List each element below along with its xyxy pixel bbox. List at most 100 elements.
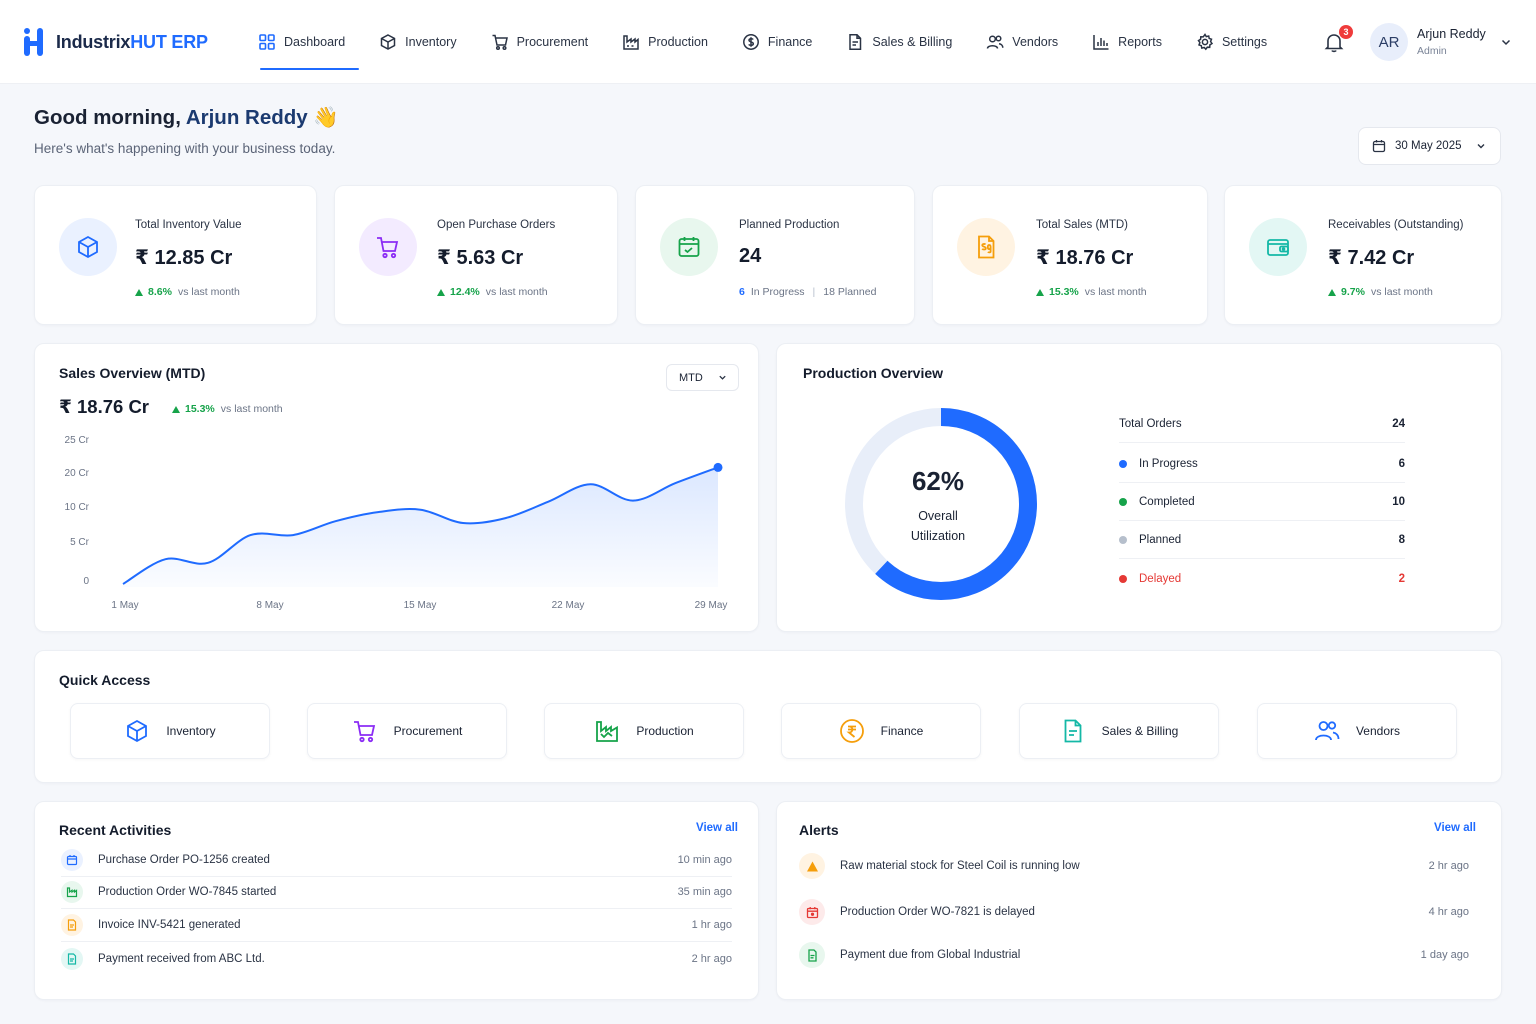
quick-access-production[interactable]: Production	[544, 703, 744, 759]
nav-reports[interactable]: Reports	[1092, 0, 1162, 84]
quick-access-card: Quick Access Inventory Procurement Produ…	[34, 650, 1502, 783]
nav-label: Sales & Billing	[872, 35, 953, 49]
alerts-title: Alerts	[799, 822, 839, 838]
kpi-card-purchase-orders[interactable]: Open Purchase Orders ₹ 5.63 Cr 12.4% vs l…	[334, 185, 618, 325]
quick-access-sales-billing[interactable]: Sales & Billing	[1019, 703, 1219, 759]
activity-row[interactable]: Invoice INV-5421 generated 1 hr ago	[61, 909, 732, 942]
period-value: MTD	[679, 371, 703, 384]
cube-icon	[127, 719, 148, 743]
chart-end-point	[713, 462, 723, 472]
activity-text: Payment received from ABC Ltd.	[98, 952, 265, 965]
nav-inventory[interactable]: Inventory	[379, 0, 457, 84]
date-value: 30 May 2025	[1395, 140, 1462, 152]
alert-row[interactable]: Payment due from Global Industrial 1 day…	[799, 942, 1469, 968]
alert-row[interactable]: Raw material stock for Steel Coil is run…	[799, 853, 1469, 879]
kpi-card-inventory[interactable]: Total Inventory Value ₹ 12.85 Cr 8.6% vs …	[34, 185, 317, 325]
production-row-planned: Planned 8	[1119, 521, 1405, 559]
chart-point	[461, 521, 465, 525]
activity-row[interactable]: Production Order WO-7845 started 35 min …	[61, 876, 732, 909]
activity-row[interactable]: Purchase Order PO-1256 created 10 min ag…	[61, 844, 732, 877]
kpi-change-suffix: vs last month	[177, 286, 240, 298]
chevron-down-icon	[719, 375, 726, 380]
utilization-label-line1: Overall	[918, 509, 958, 523]
avatar[interactable]: AR	[1370, 23, 1408, 61]
chart-point	[334, 519, 338, 523]
nav-label: Production	[648, 35, 708, 49]
top-navbar: IndustrixHUT ERP Dashboard Inventory Pro…	[0, 0, 1536, 84]
quick-access-finance[interactable]: Finance	[781, 703, 981, 759]
activity-row[interactable]: Payment received from ABC Ltd. 2 hr ago	[61, 942, 732, 975]
nav-sales-billing[interactable]: Sales & Billing	[846, 0, 952, 84]
planned-label: 18 Planned	[823, 286, 877, 298]
status-dot	[1119, 497, 1127, 506]
alerts-view-all-link[interactable]: View all	[1434, 822, 1476, 834]
calendar-icon	[1372, 140, 1386, 153]
nav-label: Inventory	[405, 35, 457, 49]
dashboard-icon	[259, 34, 275, 50]
quick-access-label: Procurement	[393, 724, 463, 738]
app-logo[interactable]: IndustrixHUT ERP	[24, 28, 208, 56]
sales-change: 15.3% vs last month	[172, 403, 283, 415]
kpi-card-total-sales[interactable]: Total Sales (MTD) ₹ 18.76 Cr 15.3% vs las…	[932, 185, 1208, 325]
calendar-check-icon	[678, 237, 700, 257]
period-select[interactable]: MTD	[666, 364, 739, 391]
alert-icon-bg	[799, 942, 825, 968]
activity-text: Purchase Order PO-1256 created	[98, 854, 270, 866]
quick-access-procurement[interactable]: Procurement	[307, 703, 507, 759]
nav-vendors[interactable]: Vendors	[986, 0, 1058, 84]
document-icon	[67, 952, 77, 965]
nav-settings[interactable]: Settings	[1196, 0, 1267, 84]
activity-icon-bg	[61, 914, 83, 936]
sales-change-value: 15.3%	[185, 403, 215, 415]
status-dot	[1119, 575, 1127, 583]
kpi-change-suffix: vs last month	[1084, 286, 1147, 298]
up-arrow-icon	[135, 288, 143, 296]
chart-point	[504, 516, 508, 520]
date-picker[interactable]: 30 May 2025	[1358, 127, 1501, 165]
page-title: Good morning, Arjun Reddy 👋	[34, 106, 339, 130]
nav-procurement[interactable]: Procurement	[491, 0, 588, 84]
in-progress-count: 6	[739, 286, 745, 298]
nav-production[interactable]: Production	[622, 0, 708, 84]
quick-access-vendors[interactable]: Vendors	[1257, 703, 1457, 759]
recent-activities-view-all-link[interactable]: View all	[696, 822, 738, 834]
document-icon	[67, 919, 77, 931]
kpi-label: Open Purchase Orders	[437, 219, 556, 231]
quick-access-label: Sales & Billing	[1101, 724, 1179, 738]
user-name[interactable]: Arjun Reddy	[1417, 27, 1486, 41]
alert-row[interactable]: Production Order WO-7821 is delayed 4 hr…	[799, 899, 1469, 925]
production-row-value: 2	[1398, 573, 1405, 585]
bar-chart-icon	[1093, 35, 1109, 50]
nav-dashboard[interactable]: Dashboard	[258, 0, 360, 84]
chart-point	[249, 533, 253, 537]
kpi-card-receivables[interactable]: Receivables (Outstanding) ₹ 7.42 Cr 9.7%…	[1224, 185, 1502, 325]
bell-icon[interactable]	[1322, 30, 1346, 54]
activity-icon-bg	[61, 881, 83, 903]
invoice-icon	[849, 34, 862, 50]
production-row-value: 10	[1392, 495, 1405, 508]
greeting-name: Arjun Reddy	[185, 106, 308, 129]
quick-access-inventory[interactable]: Inventory	[70, 703, 270, 759]
alert-text: Production Order WO-7821 is delayed	[840, 906, 1035, 918]
quick-access-label: Vendors	[1355, 724, 1401, 738]
status-dot	[1119, 535, 1127, 544]
kpi-change-suffix: vs last month	[485, 286, 548, 298]
chevron-down-icon[interactable]	[1500, 36, 1512, 48]
activity-icon-bg	[61, 947, 83, 970]
factory-icon	[623, 35, 639, 50]
kpi-value: ₹ 12.85 Cr	[135, 247, 233, 269]
y-tick-label: 25 Cr	[65, 435, 90, 446]
cart-icon	[353, 721, 375, 743]
chart-point	[631, 499, 635, 503]
production-row-delayed: Delayed 2	[1119, 560, 1405, 598]
main-nav: Dashboard Inventory Procurement Producti…	[258, 0, 1301, 84]
nav-finance[interactable]: Finance	[742, 0, 812, 84]
kpi-change-value: 12.4%	[450, 286, 480, 298]
kpi-card-planned-production[interactable]: Planned Production 24 6 In Progress | 18 Pl…	[635, 185, 915, 325]
chart-point	[376, 510, 380, 514]
activity-time: 2 hr ago	[691, 952, 732, 965]
kpi-change: 9.7% vs last month	[1328, 286, 1433, 298]
kpi-value: ₹ 18.76 Cr	[1036, 247, 1134, 269]
kpi-value: ₹ 7.42 Cr	[1328, 247, 1415, 269]
in-progress-label: In Progress	[750, 286, 805, 298]
